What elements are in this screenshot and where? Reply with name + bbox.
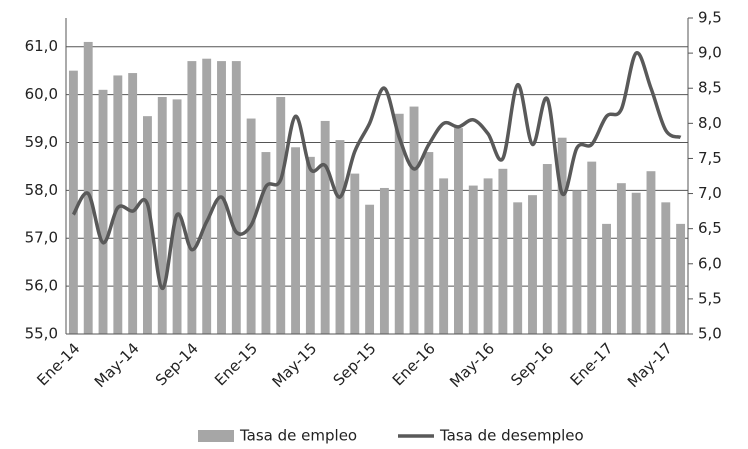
y2-tick-label: 7,5: [698, 149, 722, 167]
bar: [676, 223, 686, 334]
y2-tick-label: 5,0: [698, 325, 722, 343]
legend-label: Tasa de empleo: [239, 427, 357, 445]
bar: [454, 128, 463, 334]
bar: [587, 161, 597, 334]
bar: [187, 61, 197, 334]
bar: [409, 106, 419, 334]
x-tick-label: Ene-14: [33, 339, 83, 389]
bar: [661, 202, 671, 334]
bar: [602, 223, 611, 334]
bar: [202, 58, 212, 335]
y2-tick-label: 9,5: [698, 9, 722, 27]
bar: [113, 75, 123, 335]
bar: [439, 178, 449, 334]
legend-swatch: [198, 430, 234, 442]
x-tick-label: Ene-16: [389, 339, 439, 389]
y2-tick-label: 9,0: [698, 44, 722, 62]
bar: [320, 120, 330, 334]
x-tick-label: May-17: [624, 339, 676, 391]
bar: [616, 183, 626, 334]
x-tick-label: May-15: [269, 339, 321, 391]
bar: [98, 89, 108, 335]
bar: [528, 195, 537, 334]
bar: [379, 187, 389, 334]
y-tick-label: 59,0: [25, 133, 58, 151]
line: [71, 51, 682, 291]
x-tick-label: Ene-17: [567, 339, 617, 389]
bar: [128, 73, 138, 334]
y2-tick-label: 7,0: [698, 184, 722, 202]
x-tick-label: Sep-14: [152, 339, 202, 389]
bar: [572, 190, 582, 334]
x-tick-label: May-14: [91, 339, 143, 391]
bar: [335, 140, 345, 334]
bar: [631, 192, 641, 334]
y2-tick-label: 8,0: [698, 114, 722, 132]
y-tick-label: 61,0: [25, 37, 58, 55]
x-tick-label: Sep-16: [507, 339, 557, 389]
y2-tick-label: 6,0: [698, 254, 722, 272]
bar: [468, 185, 478, 334]
legend-label: Tasa de desempleo: [439, 427, 584, 445]
y2-tick-label: 8,5: [698, 79, 722, 97]
y-tick-label: 57,0: [25, 229, 58, 247]
bar: [424, 152, 434, 334]
x-tick-label: Ene-15: [211, 339, 261, 389]
y-tick-label: 55,0: [25, 325, 58, 343]
bar: [498, 168, 508, 334]
bar: [542, 164, 552, 334]
y-tick-label: 60,0: [25, 85, 58, 103]
y-tick-label: 56,0: [25, 277, 58, 295]
y2-tick-label: 5,5: [698, 289, 722, 307]
bar: [291, 147, 300, 334]
bar: [350, 173, 360, 334]
bar: [231, 61, 241, 334]
y-tick-label: 58,0: [25, 181, 58, 199]
bar: [143, 116, 152, 334]
bar: [83, 41, 93, 334]
x-tick-label: Sep-15: [330, 339, 380, 389]
bar: [157, 97, 167, 334]
bar: [365, 204, 375, 334]
bar: [646, 171, 656, 334]
bar: [68, 70, 78, 335]
x-tick-label: May-16: [446, 339, 498, 391]
bar: [276, 97, 286, 334]
bar: [483, 178, 493, 334]
bar: [261, 152, 271, 334]
bar: [557, 137, 567, 334]
bar: [513, 202, 523, 334]
y2-tick-label: 6,5: [698, 219, 722, 237]
bar: [394, 113, 404, 335]
bar: [305, 156, 315, 334]
